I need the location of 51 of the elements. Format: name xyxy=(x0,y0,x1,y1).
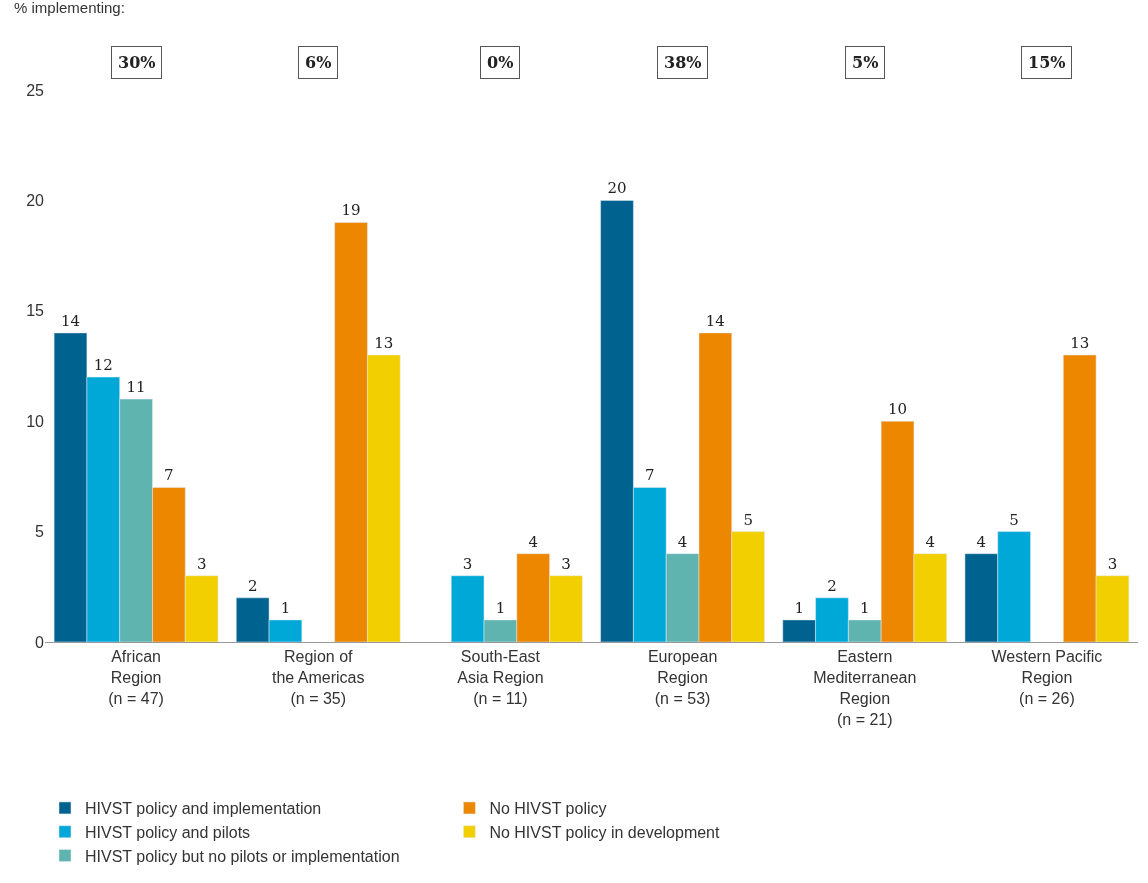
data-label: 1 xyxy=(859,598,870,617)
data-label: 5 xyxy=(743,510,753,529)
legend-label: HIVST policy but no pilots or implementation xyxy=(85,847,400,865)
data-label: 3 xyxy=(1107,554,1118,573)
data-label: 1 xyxy=(495,598,506,617)
data-label: 20 xyxy=(607,179,627,198)
data-label: 11 xyxy=(126,378,146,397)
data-label: 2 xyxy=(247,576,258,595)
x-tick-label: European Region (n = 53) xyxy=(647,648,718,707)
y-tick-label: 25 xyxy=(26,81,45,99)
data-label: 4 xyxy=(976,532,987,551)
data-label: 4 xyxy=(925,532,936,551)
data-label: 7 xyxy=(645,466,655,485)
y-tick-label: 0 xyxy=(35,633,45,651)
text: 15% xyxy=(1028,53,1066,72)
y-tick-label: 10 xyxy=(26,412,45,430)
text: 5% xyxy=(852,53,879,72)
data-label: 13 xyxy=(1070,333,1090,352)
y-tick-label: 20 xyxy=(26,192,45,209)
legend-label: No HIVST policy xyxy=(489,800,607,818)
legend-label: HIVST policy and pilots xyxy=(85,823,251,841)
data-label: 7 xyxy=(164,466,174,485)
data-label: 1 xyxy=(280,598,291,617)
data-label: 19 xyxy=(341,201,361,220)
x-tick-label: Eastern Mediterranean Region (n = 21) xyxy=(813,648,917,728)
data-label: 13 xyxy=(374,333,394,352)
data-label: 2 xyxy=(827,576,837,595)
legend-label: No HIVST policy in development xyxy=(489,823,720,841)
text: 38% xyxy=(664,53,702,72)
data-label: 3 xyxy=(196,554,207,573)
x-tick-label: Region of the Americas (n = 35) xyxy=(272,648,365,707)
text: 6% xyxy=(305,53,332,72)
text: 0% xyxy=(487,53,514,72)
data-label: 5 xyxy=(1009,510,1019,529)
data-label: 3 xyxy=(561,554,571,573)
data-label: 14 xyxy=(60,311,81,330)
y-tick-label: 15 xyxy=(26,302,45,320)
data-label: 4 xyxy=(677,532,688,551)
x-tick-label: Western Pacific Region (n = 26) xyxy=(991,648,1103,707)
text: % implementing: xyxy=(14,0,125,16)
y-tick-label: 5 xyxy=(35,523,45,541)
data-label: 4 xyxy=(528,532,538,551)
data-label: 12 xyxy=(93,356,113,375)
x-tick-label: South-East Asia Region (n = 11) xyxy=(457,648,544,707)
data-label: 14 xyxy=(705,311,725,330)
data-label: 1 xyxy=(794,598,804,617)
x-tick-label: African Region (n = 47) xyxy=(108,648,164,707)
text: 30% xyxy=(118,53,156,72)
data-label: 3 xyxy=(462,554,473,573)
data-label: 10 xyxy=(888,400,908,419)
legend-label: HIVST policy and implementation xyxy=(85,800,322,818)
